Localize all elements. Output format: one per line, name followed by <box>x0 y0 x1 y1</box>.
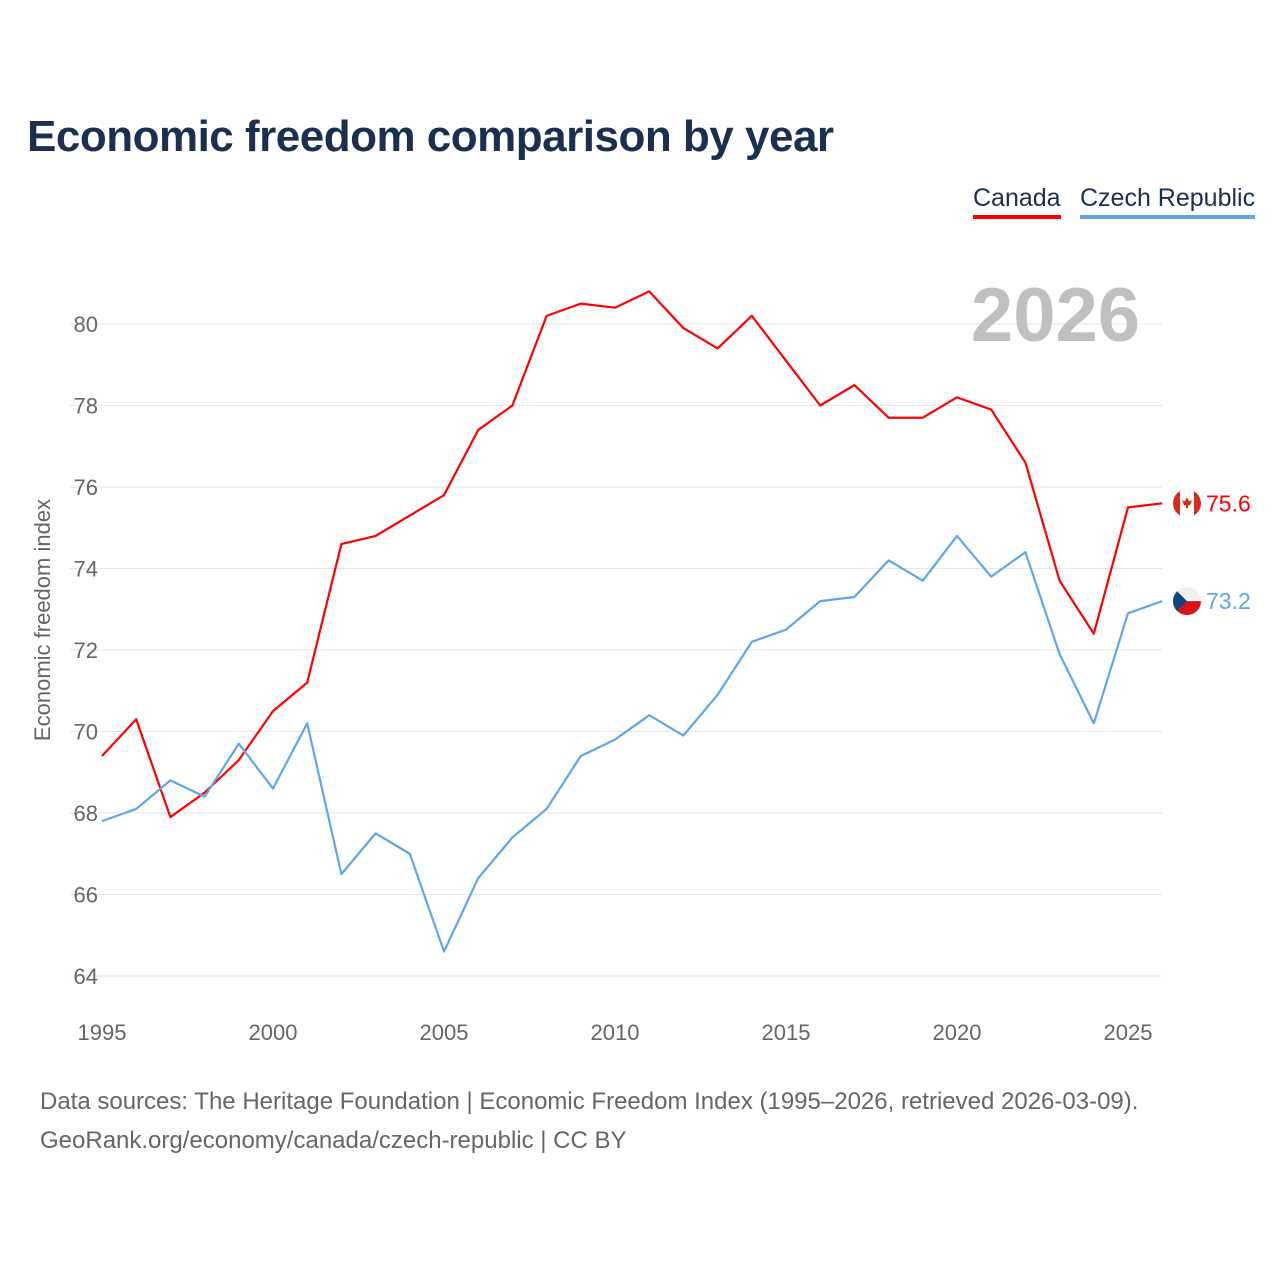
year-watermark: 2026 <box>971 273 1140 358</box>
y-tick-label: 70 <box>74 720 98 745</box>
canada-flag-icon <box>1173 489 1201 518</box>
x-tick-label: 2020 <box>933 1020 982 1045</box>
footer-attribution: GeoRank.org/economy/canada/czech-republi… <box>40 1127 627 1154</box>
x-tick-label: 1995 <box>78 1020 127 1045</box>
x-tick-label: 2000 <box>249 1020 298 1045</box>
series-line-canada <box>101 290 1163 819</box>
y-tick-label: 74 <box>74 557 98 582</box>
end-value-label: 75.6 <box>1206 490 1251 516</box>
y-axis-label: Economic freedom index <box>30 499 55 741</box>
x-tick-label: 2015 <box>762 1020 811 1045</box>
y-tick-label: 78 <box>74 394 98 419</box>
footer-sources: Data sources: The Heritage Foundation | … <box>40 1088 1139 1115</box>
x-tick-label: 2005 <box>420 1020 469 1045</box>
legend-czech-republic[interactable]: Czech Republic <box>1080 184 1256 219</box>
czech-flag-icon <box>1173 587 1201 616</box>
y-tick-label: 66 <box>74 883 98 908</box>
legend-canada[interactable]: Canada <box>973 184 1061 219</box>
series-line-czech-republic <box>101 534 1163 953</box>
y-tick-label: 64 <box>74 964 98 989</box>
y-tick-label: 68 <box>74 801 98 826</box>
x-tick-label: 2025 <box>1104 1020 1153 1045</box>
x-tick-label: 2010 <box>591 1020 640 1045</box>
end-value-label: 73.2 <box>1206 588 1251 614</box>
y-tick-label: 80 <box>74 312 98 337</box>
y-tick-label: 76 <box>74 475 98 500</box>
chart-title: Economic freedom comparison by year <box>27 112 834 161</box>
y-tick-label: 72 <box>74 638 98 663</box>
